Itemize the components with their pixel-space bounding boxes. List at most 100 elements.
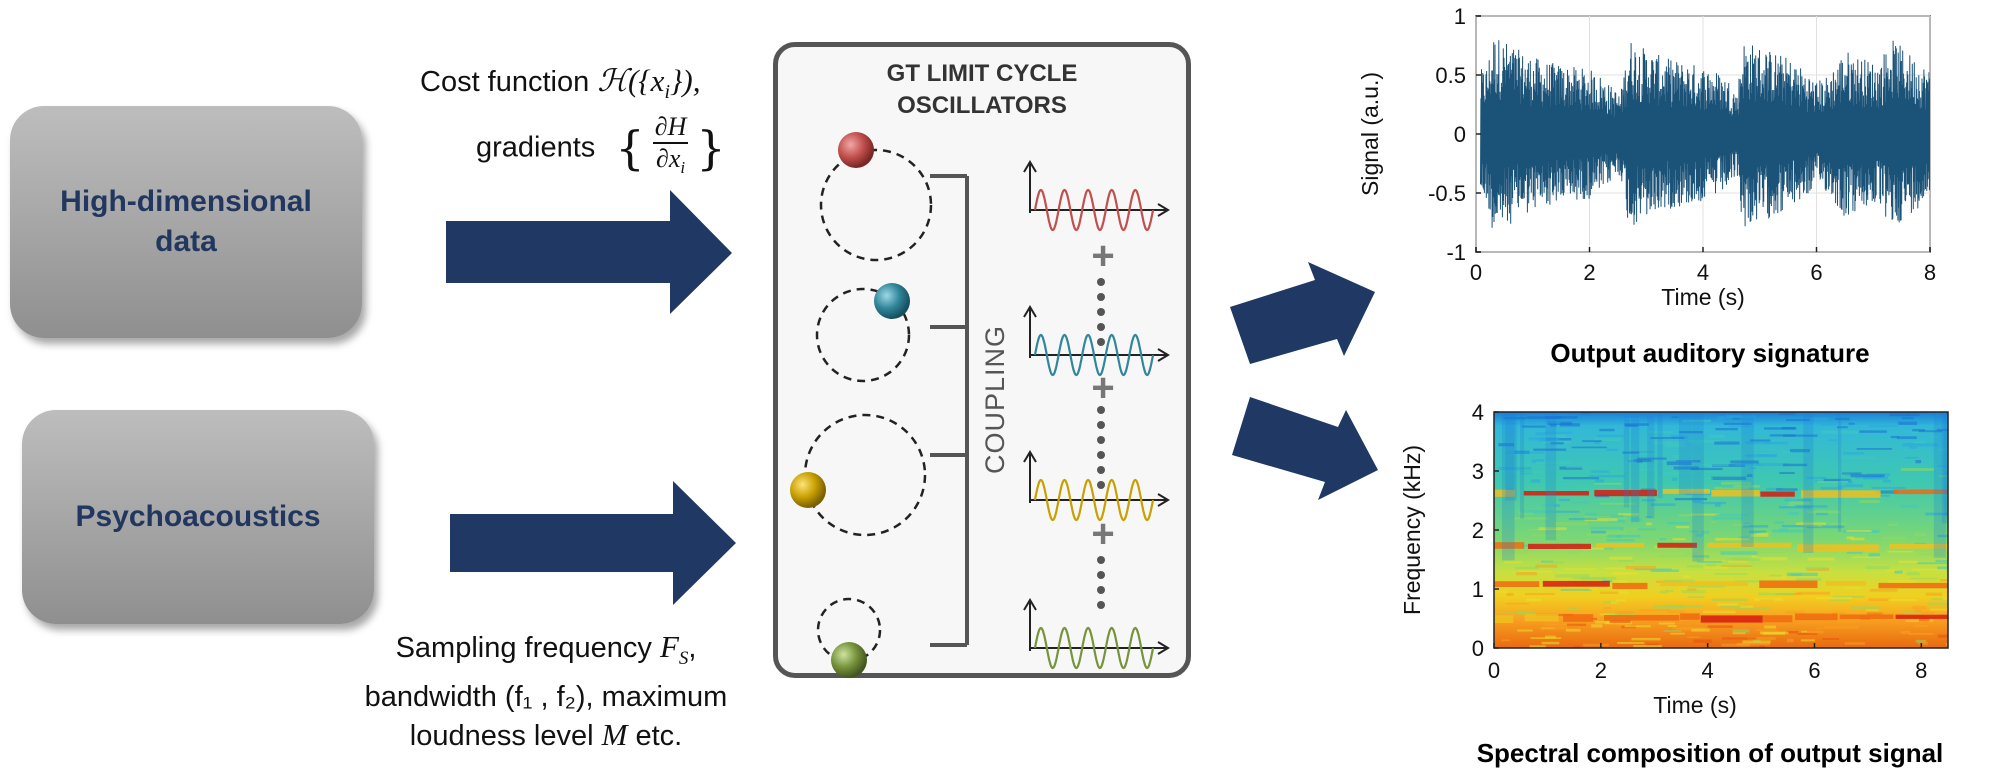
spectrogram-streak [1839,479,1851,482]
spectrogram-streak [1594,441,1600,444]
spectrogram-streak [1672,454,1681,458]
spectrogram-dark-column [1502,412,1515,561]
spectrogram-tick-label-y: 3 [1472,459,1484,484]
connector-dot [1097,586,1105,594]
spectrogram-streak [1697,561,1728,563]
spectrogram-streak [1915,487,1948,491]
spectrogram-streak [1749,467,1757,470]
spectrogram-streak [1721,643,1750,647]
spectrogram-band [1494,542,1525,549]
spectrogram-streak [1706,563,1716,567]
spectrogram-streak [1945,473,1948,477]
sampling-sub: S [678,648,689,670]
spectrogram-streak [1725,558,1761,561]
spectrogram-streak [1520,510,1556,514]
spectrogram-streak [1705,471,1722,474]
spectrogram-streak [1938,448,1948,452]
spectrogram-streak [1785,611,1806,614]
spectrogram-streak [1899,480,1914,483]
spectrogram-streak [1806,567,1830,571]
cost-function-sub: i [664,81,671,104]
spectrogram-streak [1915,639,1927,643]
spectrogram-streak [1550,442,1564,445]
connector-dot [1097,406,1105,414]
spectrogram-streak [1584,518,1618,522]
signal-plot: 0 2 4 6 8 1 0.5 0 -0.5 -1 Time (s) Signal (a.u.) [1357,4,1936,310]
spectrogram-streak [1559,423,1581,427]
spectrogram-streak [1806,476,1827,480]
spectrogram-streak [1714,503,1721,507]
spectrogram-dark-column [1933,412,1947,558]
spectrogram-band [1524,614,1559,622]
spectrogram-streak [1688,530,1698,533]
spectrogram-streak [1658,622,1675,625]
spectrogram-streak [1633,645,1662,648]
spectrogram-tick-labels: 0 2 4 6 8 4 3 2 1 0 [1472,400,1928,683]
panel-title-line2: OSCILLATORS [897,92,1067,119]
spectrogram-streak [1715,427,1738,431]
spectrogram-streak [1494,590,1509,593]
spectrogram-streak [1852,556,1881,559]
spectrogram-streak [1887,550,1913,553]
spectrogram-streak [1942,597,1948,600]
spectrogram-streak [1851,606,1880,609]
spectrogram-tick-label-y: 2 [1472,518,1484,543]
spectrogram-band [1657,542,1697,548]
spectrogram-band [1494,489,1515,497]
spectrogram-streak [1732,629,1750,633]
spectrogram-streak [1930,608,1948,611]
oscillator-ball-blue [874,283,910,319]
spectrogram-streak [1514,517,1549,520]
spectrogram-streak [1550,423,1557,427]
spectrogram-streak [1624,418,1641,420]
spectrogram-band [1594,490,1657,497]
spectrogram-streak [1635,468,1658,472]
spectrogram-streak [1535,461,1572,465]
spectrogram-streak [1672,538,1686,541]
spectrogram-streak [1885,569,1898,572]
spectrogram-tick-label-x: 2 [1595,658,1607,683]
spectrogram-band [1893,489,1948,495]
spectrogram-streak [1633,459,1654,463]
high-dimensional-label: High-dimensional [60,185,312,218]
spectrogram-ylabel: Frequency (kHz) [1399,445,1425,615]
spectrogram-streak [1545,635,1556,639]
spectrogram-band [1711,490,1760,497]
spectrogram-streak [1722,637,1757,640]
spectrogram-streak [1687,588,1697,591]
spectrogram-streak [1925,592,1943,596]
mini-wave-x-axis [1030,493,1170,507]
spectrogram-streak [1742,525,1769,528]
spectrogram-streak [1785,497,1797,501]
spectrogram-streak [1517,629,1533,632]
spectrogram-streak [1555,574,1590,578]
spectrogram-tick-label-y: 1 [1472,577,1484,602]
spectrogram-dark-column [1647,412,1655,519]
spectrogram-streak [1563,568,1596,570]
spectrogram-band [1895,614,1948,619]
spectrogram-xlabel: Time (s) [1653,692,1736,718]
spectrogram-band [1825,581,1867,586]
spectrogram-streak [1552,620,1574,623]
spectrogram-streak [1610,601,1618,604]
spectrogram-streak [1640,488,1656,491]
spectrogram-streak [1544,416,1578,419]
spectrogram-streak [1720,551,1758,555]
signal-plot-title: Output auditory signature [1550,338,1870,368]
spectrogram-streak [1544,431,1573,434]
plus-sign: + [1091,234,1114,278]
spectrogram-streak [1535,564,1558,568]
spectrogram-streak [1856,448,1892,450]
spectrogram-streak [1594,482,1622,485]
spectrogram-band [1528,543,1591,549]
spectrogram-dark-column [1803,412,1814,553]
plus-sign: + [1091,366,1114,410]
arrow-data-to-oscillators [446,190,732,314]
spectrogram-streak [1947,501,1948,505]
spectrogram-streak [1624,625,1651,628]
spectrogram-streak [1821,613,1857,616]
spectrogram-streak [1693,639,1712,643]
spectrogram-streak [1769,576,1787,579]
spectrogram-band [1523,491,1589,496]
